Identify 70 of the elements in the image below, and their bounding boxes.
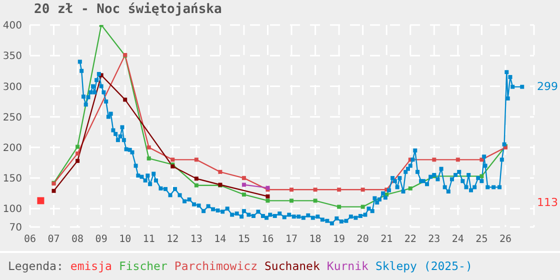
x-tick-label: 11	[142, 234, 155, 246]
x-tick-label: 19	[333, 234, 346, 246]
y-tick-label: 350	[2, 51, 22, 62]
point	[266, 194, 270, 198]
x-tick-label: 24	[452, 234, 464, 246]
legend-title: Legenda:	[8, 259, 64, 273]
point	[76, 158, 80, 163]
point	[432, 158, 436, 162]
y-tick-label: 70	[9, 222, 22, 234]
point	[313, 198, 318, 203]
point	[123, 98, 128, 102]
x-tick-label: 22	[404, 234, 416, 246]
point	[37, 197, 44, 204]
y-tick-label: 100	[2, 204, 22, 216]
point	[408, 186, 412, 190]
x-tick-label: 21	[380, 234, 393, 246]
text: Suchanek	[264, 259, 320, 273]
x-tick-label: 08	[72, 234, 84, 246]
point	[290, 198, 294, 203]
point	[337, 204, 342, 209]
point	[76, 152, 80, 156]
y-tick-label: 400	[2, 20, 22, 32]
x-tick-label: 12	[166, 234, 179, 246]
x-tick-label: 26	[499, 234, 512, 246]
x-tick-label: 09	[95, 234, 108, 246]
point	[146, 156, 151, 160]
text: Kurnik	[326, 259, 368, 273]
point	[218, 170, 222, 174]
point	[242, 192, 246, 197]
point	[76, 144, 80, 149]
point	[290, 188, 294, 192]
point	[194, 176, 198, 181]
text: Parchimowicz	[174, 259, 258, 273]
point	[242, 182, 246, 187]
point	[266, 198, 270, 203]
point	[170, 158, 175, 162]
point	[194, 183, 198, 188]
point	[194, 158, 198, 162]
y-tick-label: 200	[2, 142, 22, 154]
data-label: 299	[537, 80, 558, 93]
x-tick-label: 15	[238, 234, 250, 246]
point	[313, 188, 318, 192]
x-tick-label: 14	[214, 234, 226, 246]
point	[337, 188, 342, 192]
x-tick-label: 23	[428, 234, 440, 246]
point	[456, 158, 460, 162]
point	[360, 204, 365, 209]
point	[52, 188, 56, 193]
y-tick-label: 250	[2, 112, 22, 124]
point	[480, 158, 484, 162]
y-tick-label: 300	[2, 82, 22, 93]
point	[480, 174, 484, 178]
text: emisja	[70, 259, 112, 273]
x-tick-label: 13	[190, 234, 202, 246]
x-tick-label: 16	[262, 234, 274, 246]
x-tick-label: 06	[24, 234, 36, 246]
x-tick-label: 07	[48, 234, 60, 246]
y-tick-label: 150	[2, 174, 22, 185]
point	[242, 176, 246, 180]
x-tick-label: 25	[476, 234, 488, 246]
text: Sklepy (2025-)	[375, 259, 472, 273]
point	[146, 145, 151, 150]
x-tick-label: 17	[285, 234, 298, 246]
text: Fischer	[118, 259, 168, 273]
chart-title: 20 zł - Noc świętojańska	[34, 2, 222, 17]
text: 113	[537, 196, 558, 209]
x-tick-label: 20	[356, 234, 369, 246]
point	[360, 188, 365, 192]
x-tick-label: 18	[309, 234, 322, 246]
x-tick-label: 10	[119, 234, 132, 246]
